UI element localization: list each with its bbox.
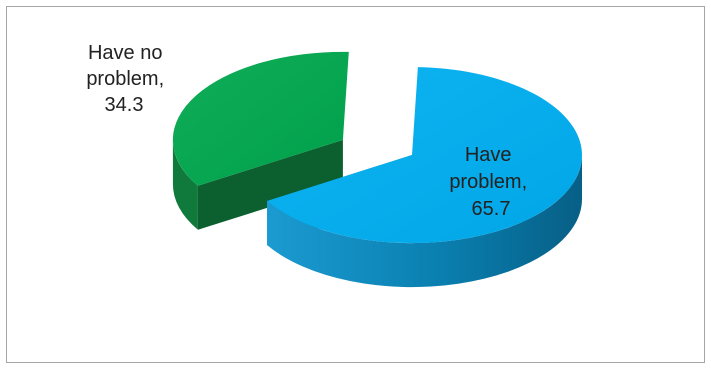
pie-slice-have-problem xyxy=(267,67,583,288)
slice-side-outer-no-problem xyxy=(172,139,198,230)
data-label-no-problem: Have no problem, 34.3 xyxy=(86,42,169,116)
slice-side-outer-problem xyxy=(267,155,583,288)
slice-top-no-problem xyxy=(172,51,349,186)
slice-side-cut-no-problem xyxy=(197,139,343,230)
data-label-problem: Have problem, 65.7 xyxy=(449,144,532,220)
pie-slice-have-no-problem xyxy=(172,51,349,230)
slice-top-problem xyxy=(267,67,582,244)
